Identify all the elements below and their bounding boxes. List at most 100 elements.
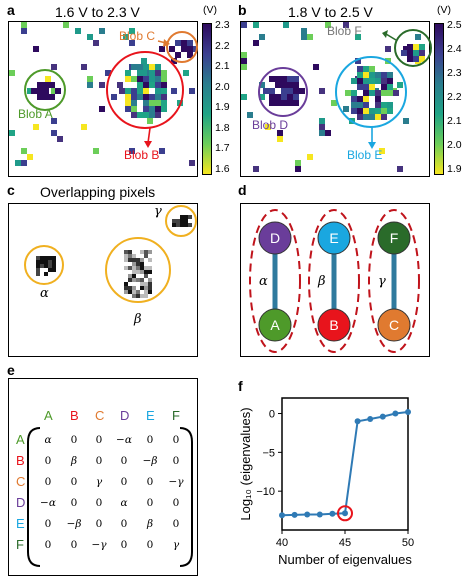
eigen-point: [367, 415, 374, 422]
matrix-cell: α: [120, 497, 128, 509]
overlap-pixel: [128, 290, 132, 294]
heat-pixel: [355, 58, 361, 64]
heat-pixel: [51, 130, 57, 136]
matrix-cell: γ: [95, 476, 103, 488]
matrix-col-label: C: [95, 408, 105, 423]
heat-pixel: [325, 130, 331, 136]
blob-pixel: [375, 72, 381, 78]
heat-pixel: [277, 130, 283, 136]
blob-pixel: [131, 94, 137, 100]
overlap-pixel: [48, 268, 52, 272]
blob-pixel: [369, 90, 375, 96]
matrix-row-label: E: [16, 516, 25, 531]
overlap-pixel: [128, 274, 132, 278]
panel-a-overlay: [24, 31, 198, 148]
heat-pixel: [415, 34, 421, 40]
overlap-pixel: [188, 223, 192, 227]
overlap-pixel: [148, 290, 152, 294]
heat-pixel: [241, 58, 247, 64]
heat-pixel: [93, 148, 99, 154]
blob-pixel: [375, 96, 381, 102]
overlap-pixel: [140, 270, 144, 274]
heat-pixel: [355, 34, 361, 40]
colorbar-tick: 2.1: [215, 60, 230, 73]
eigen-point: [279, 512, 285, 519]
heat-pixel: [99, 28, 105, 34]
colorbar-tick: 2.5: [447, 19, 462, 31]
blob-pixel: [131, 76, 137, 82]
blob-pixel: [37, 88, 43, 94]
heat-pixel: [111, 94, 117, 100]
blob-pixel: [149, 82, 155, 88]
matrix-cell: −α: [116, 434, 132, 446]
matrix-left-bracket: [27, 427, 41, 567]
blob-pixel: [381, 102, 387, 108]
blob-pixel: [131, 106, 137, 112]
matrix-cell: 0: [95, 497, 103, 509]
overlap-pixel: [172, 219, 176, 223]
edge-gamma-label: γ: [378, 274, 386, 289]
overlap-pixel: [136, 278, 140, 282]
heat-pixel: [123, 34, 129, 40]
blob-pixel: [287, 82, 293, 88]
overlap-pixel: [52, 256, 56, 260]
blob-pixel: [155, 82, 161, 88]
blob-pixel: [281, 76, 287, 82]
matrix-brackets: [27, 427, 193, 567]
blob-f-circle: [394, 29, 432, 67]
blob-pixel: [375, 114, 381, 120]
matrix-cell: 0: [146, 434, 154, 446]
y-tick-label: −5: [262, 447, 275, 459]
overlap-pixel: [44, 256, 48, 260]
heat-pixel: [247, 112, 253, 118]
matrix-cell: −α: [40, 497, 56, 509]
blob-pixel: [187, 46, 193, 52]
heat-pixel: [105, 70, 111, 76]
blob-a-label: Blob A: [18, 107, 53, 121]
heat-pixel: [319, 130, 325, 136]
blob-pixel: [161, 94, 167, 100]
blob-pixel: [269, 100, 275, 106]
heat-pixel: [295, 160, 301, 166]
blob-pixel: [143, 88, 149, 94]
matrix-cell: 0: [44, 518, 52, 530]
blob-pixel: [381, 78, 387, 84]
heat-pixel: [147, 118, 153, 124]
group-gamma-ellipse: [368, 209, 420, 353]
matrix-row-label: C: [16, 474, 26, 489]
heat-pixel: [385, 46, 391, 52]
colorbar-a-unit: (V): [203, 4, 217, 16]
heat-pixel: [159, 148, 165, 154]
blob-pixel: [137, 76, 143, 82]
overlap-pixel: [140, 278, 144, 282]
blob-pixel: [369, 84, 375, 90]
overlap-pixel: [188, 215, 192, 219]
blob-c-label: Blob C: [119, 29, 156, 43]
blob-pixel: [393, 90, 399, 96]
overlap-pixel: [124, 282, 128, 286]
blob-d-label: Blob D: [252, 118, 289, 132]
colorbar-tick: 1.7: [215, 142, 230, 155]
blob-pixel: [187, 40, 193, 46]
heat-pixel: [319, 124, 325, 130]
blob-pixel: [137, 112, 143, 118]
overlap-pixel: [136, 258, 140, 262]
blob-pixel: [363, 102, 369, 108]
heat-pixel: [189, 88, 195, 94]
heat-pixel: [51, 88, 57, 94]
blob-pixel: [131, 112, 137, 118]
blob-pixel: [419, 50, 425, 56]
matrix-cell: 0: [44, 539, 52, 551]
overlap-pixel: [132, 266, 136, 270]
overlap-pixel: [136, 294, 140, 298]
blob-b-arrow: [147, 127, 151, 144]
panel-d-graph: D A E B F C: [249, 209, 420, 353]
panel-b-heatmap: [240, 21, 430, 177]
blob-pixel: [175, 52, 181, 58]
overlap-pixel: [124, 286, 128, 290]
eigen-point: [291, 511, 298, 518]
blob-pixel: [413, 56, 419, 62]
overlap-pixel: [136, 262, 140, 266]
blob-pixel: [357, 66, 363, 72]
overlap-pixel: [148, 282, 152, 286]
